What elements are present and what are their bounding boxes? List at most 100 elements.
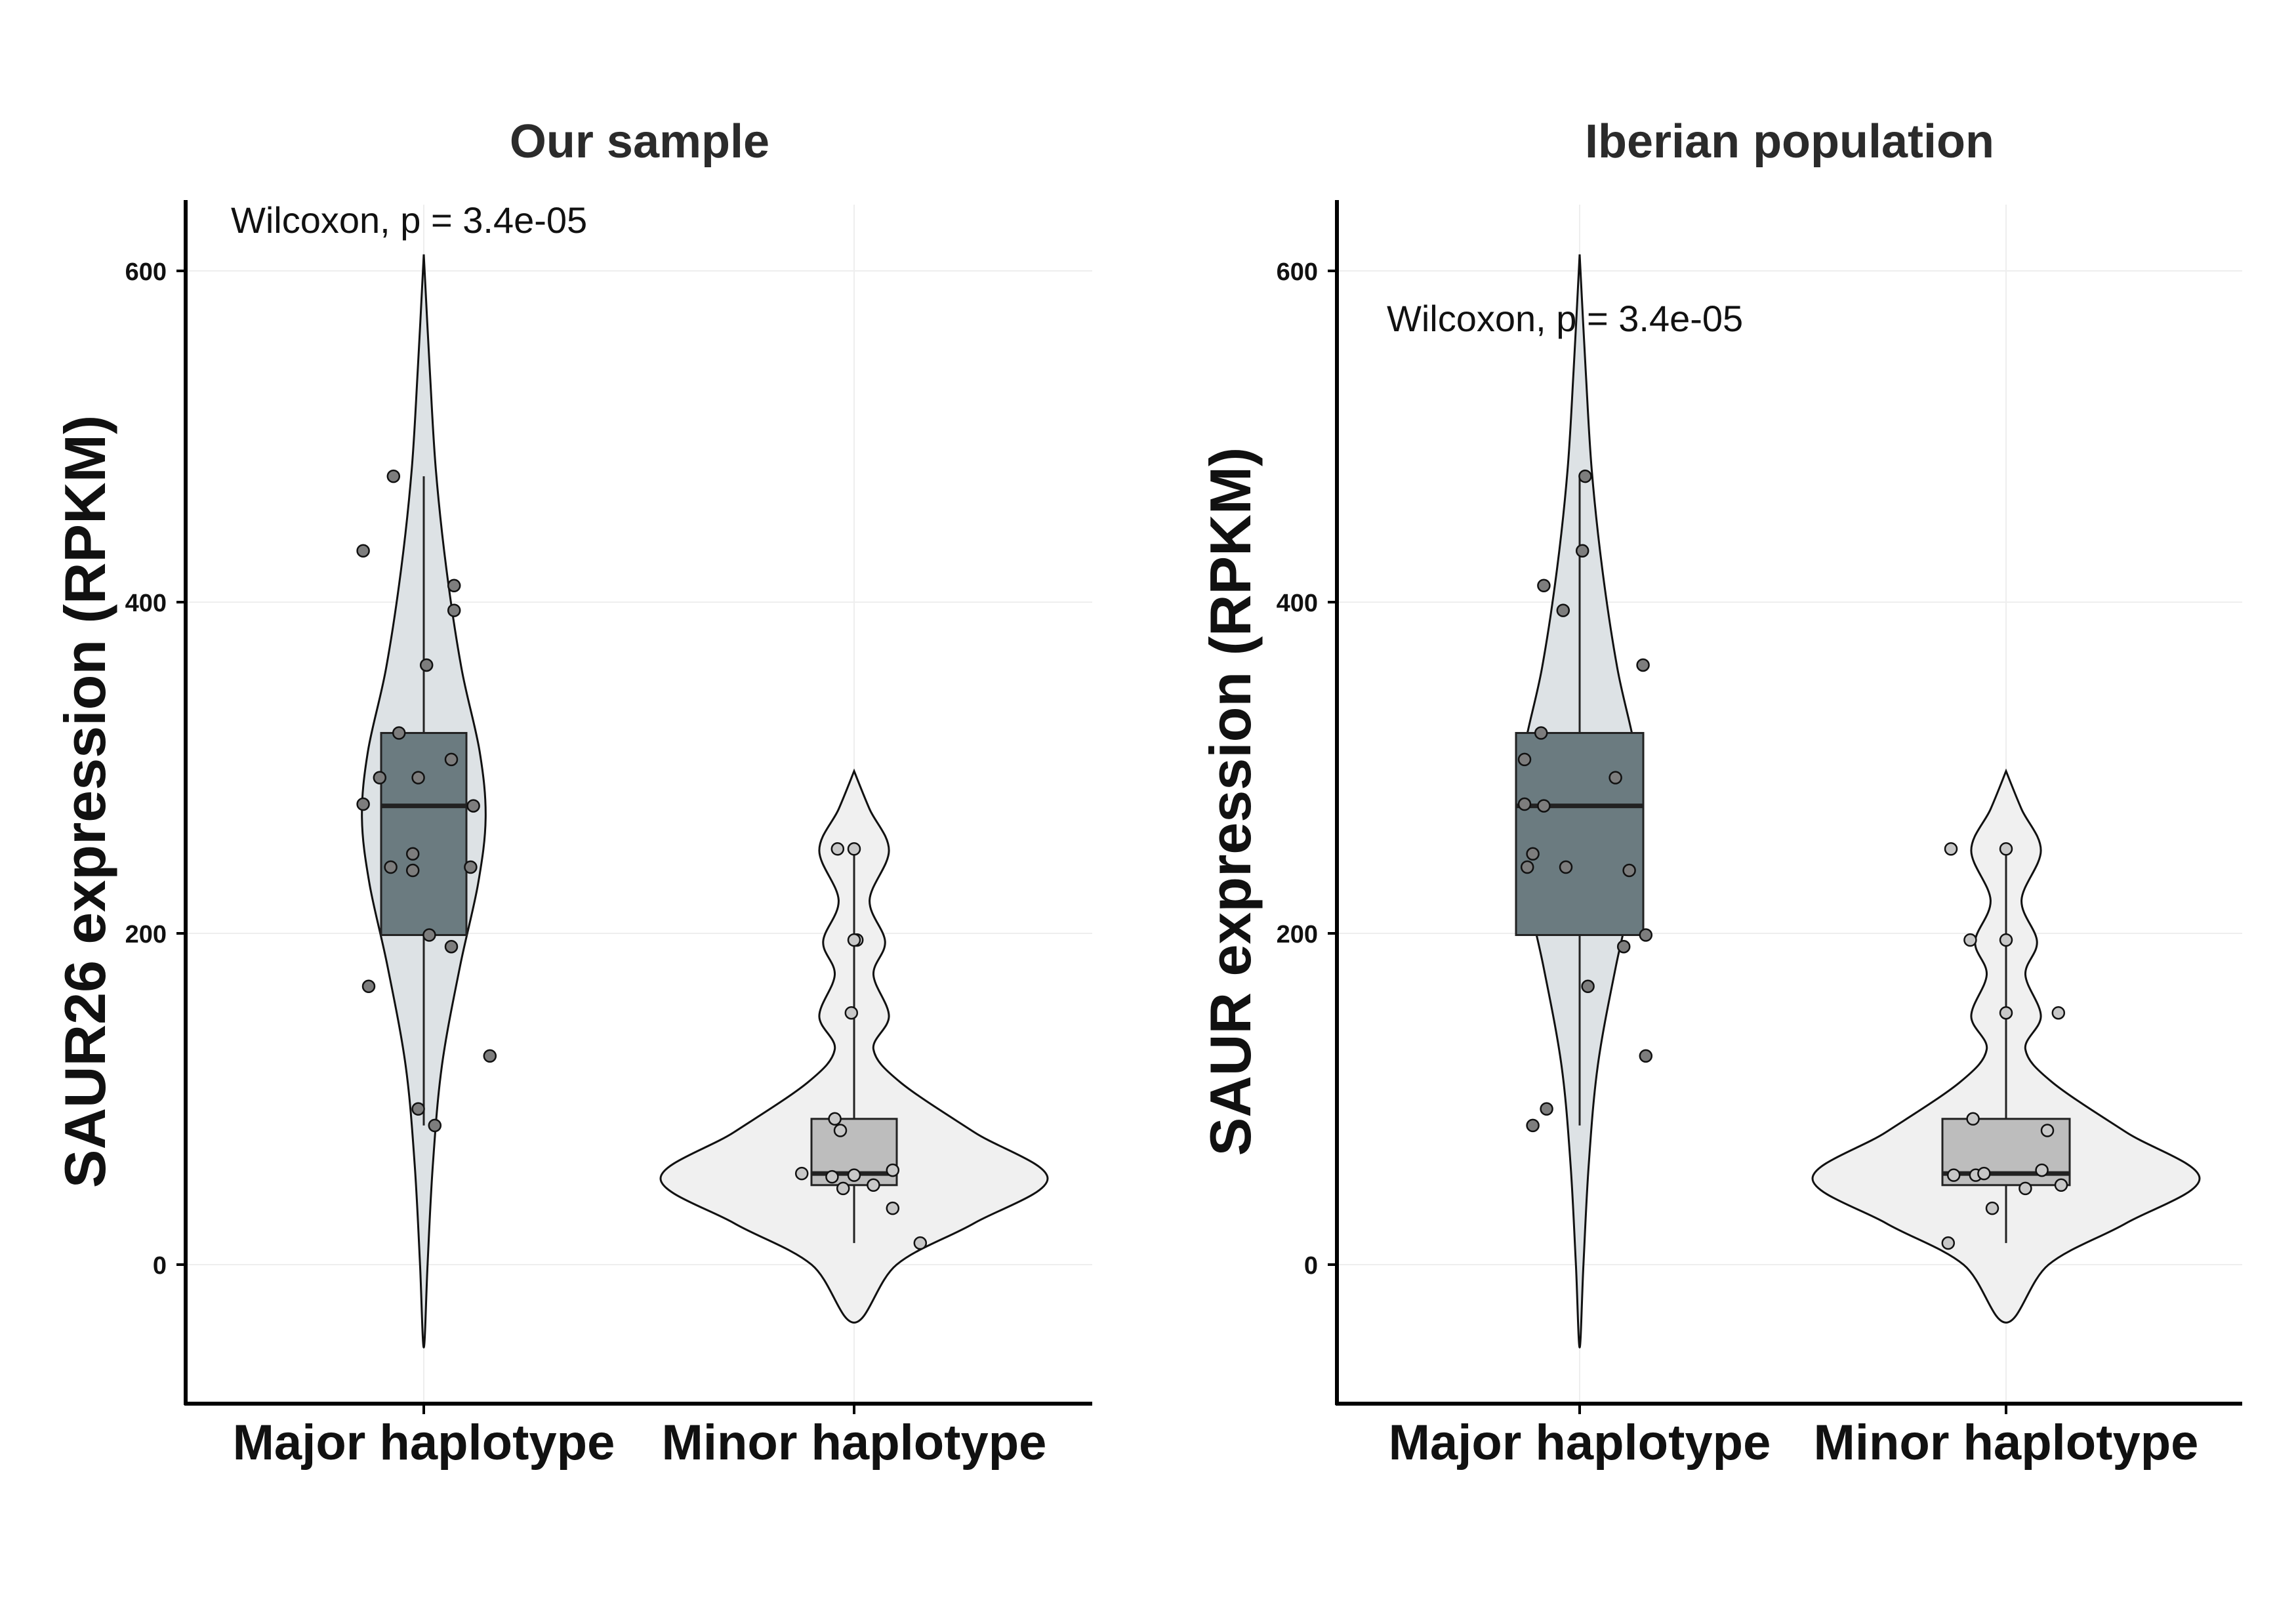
y-ticks: 0 200 400 600 [125,258,186,1280]
data-point [1977,1166,1991,1181]
data-point [1534,726,1548,740]
data-point [1639,1049,1653,1063]
data-point [447,579,461,592]
data-point [419,658,434,672]
data-point [1963,933,1977,947]
data-point [847,933,861,947]
y-tick-label: 0 [153,1252,167,1280]
data-point [466,799,480,813]
data-point [356,797,370,811]
data-point [411,1102,425,1116]
panel-title: Our sample [510,115,769,168]
data-point [794,1166,809,1181]
x-tick-minor-haplotype: Minor haplotype [662,1415,1047,1471]
y-ticks: 0 200 400 600 [1277,258,1337,1280]
y-axis-label: SAUR expression (RPKM) [1198,447,1263,1156]
data-point [1540,1102,1553,1116]
x-tick-major-haplotype: Major haplotype [1389,1415,1771,1471]
data-point [447,603,461,617]
data-point [384,860,398,874]
data-point [2051,1006,2066,1020]
data-point [373,771,387,784]
data-point [830,842,845,856]
data-point [1946,1168,1961,1182]
data-point [886,1163,900,1177]
boxplots [380,476,898,1244]
data-point [1581,979,1595,994]
data-point [1999,1006,2013,1020]
axes [1335,200,2242,1414]
data-point [913,1236,928,1250]
data-point [886,1201,900,1215]
data-point [1622,863,1636,878]
data-point [844,1006,859,1020]
wilcoxon-annotation: Wilcoxon, p = 3.4e-05 [231,199,587,241]
data-point [1999,933,2013,947]
x-tick-minor-haplotype: Minor haplotype [1814,1415,2199,1471]
data-point [422,928,436,942]
data-point [833,1124,848,1137]
data-point [483,1049,497,1063]
data-point [1616,939,1631,954]
wilcoxon-annotation: Wilcoxon, p = 3.4e-05 [1387,298,1743,339]
data-point [1985,1201,1999,1215]
data-point [1520,860,1534,874]
data-point [444,939,459,954]
y-tick-label: 400 [1277,590,1318,617]
data-point [2054,1178,2068,1192]
y-tick-label: 200 [1277,921,1318,948]
data-point [825,1170,839,1184]
data-point [1578,469,1592,483]
data-point [1537,799,1551,813]
data-point [428,1118,442,1133]
jitter-points [1517,469,2068,1250]
panel-iberian-population: 0 200 400 600 Iberian population SAUR expre… [1198,115,2242,1471]
data-point [847,1168,861,1182]
data-point [411,771,425,784]
data-point [1556,603,1570,617]
data-point [847,842,861,856]
panel-title: Iberian population [1585,115,1994,168]
data-point [867,1178,880,1192]
data-point [1526,847,1540,861]
data-point [392,726,406,740]
data-point [1517,752,1532,767]
data-point [836,1181,850,1196]
data-point [2019,1181,2032,1196]
y-axis-label: SAUR26 expression (RPKM) [52,415,117,1189]
x-tick-major-haplotype: Major haplotype [233,1415,615,1471]
data-point [1999,842,2013,856]
data-point [1575,544,1589,558]
data-point [2035,1163,2049,1177]
y-tick-label: 0 [1304,1252,1318,1280]
data-point [1559,860,1573,874]
panel-our-sample: 0 200 400 600 Our sample SAUR26 expression … [52,115,1092,1471]
data-point [444,752,459,767]
data-point [1609,771,1622,784]
data-point [1636,658,1650,672]
data-point [386,469,401,483]
y-tick-label: 600 [1277,258,1318,286]
data-point [356,544,370,558]
data-point [405,863,420,878]
data-point [405,847,420,861]
y-tick-label: 200 [125,921,167,948]
data-point [361,979,376,994]
box-major [380,731,468,937]
jitter-points [356,469,928,1250]
data-point [464,860,478,874]
data-point [1526,1118,1540,1133]
data-point [1941,1236,1956,1250]
data-point [1537,579,1551,592]
data-point [828,1112,842,1126]
data-point [1517,797,1532,811]
data-point [1966,1112,1980,1126]
data-point [1639,928,1653,942]
axes [184,200,1092,1414]
y-tick-label: 400 [125,590,167,617]
y-tick-label: 600 [125,258,167,286]
box-major [1515,731,1645,937]
data-point [1944,842,1958,856]
